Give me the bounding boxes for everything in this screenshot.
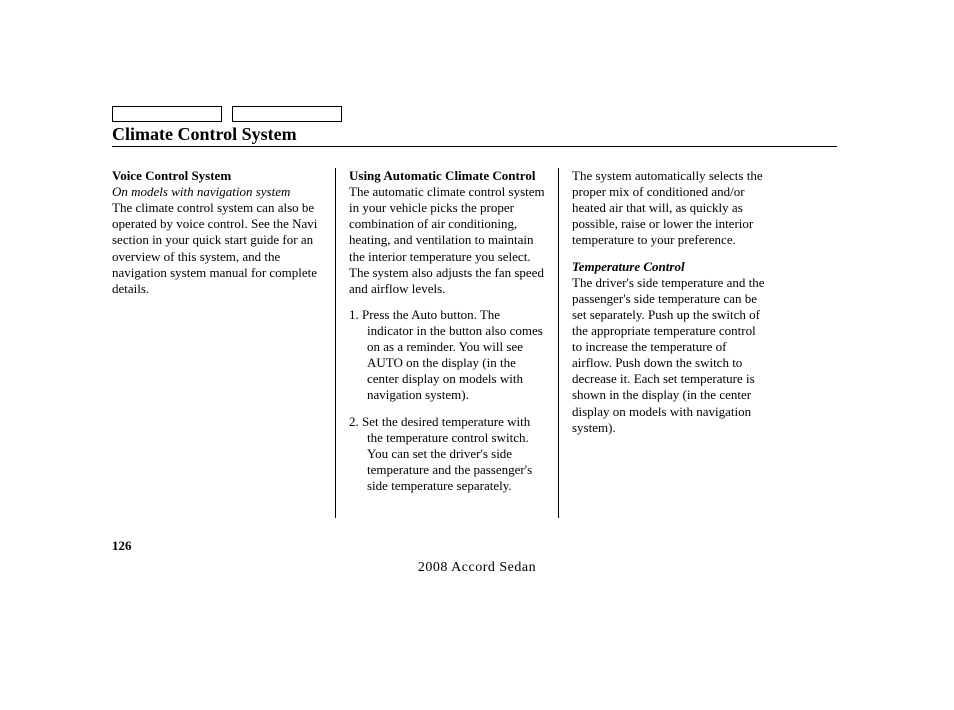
col1-note: On models with navigation system [112, 184, 290, 199]
content-columns: Voice Control System On models with navi… [112, 168, 837, 518]
title-rule [112, 146, 837, 147]
page-title: Climate Control System [112, 124, 297, 145]
column-2: Using Automatic Climate Control The auto… [335, 168, 558, 518]
column-1: Voice Control System On models with navi… [112, 168, 335, 518]
col2-step-1: Press the Auto button. The indicator in … [349, 307, 545, 404]
header-tabs [112, 106, 342, 122]
col2-steps: Press the Auto button. The indicator in … [349, 307, 545, 494]
col2-heading: Using Automatic Climate Control [349, 168, 535, 183]
col2-intro: The automatic climate control system in … [349, 184, 545, 296]
page-number: 126 [112, 538, 132, 554]
col2-step-2: Set the desired temperature with the tem… [349, 414, 545, 495]
footer-text: 2008 Accord Sedan [0, 560, 954, 576]
col1-heading: Voice Control System [112, 168, 231, 183]
col1-body: The climate control system can also be o… [112, 200, 317, 296]
column-3: The system automatically selects the pro… [558, 168, 781, 518]
tab-box-1 [112, 106, 222, 122]
tab-box-2 [232, 106, 342, 122]
col3-body: The driver's side temperature and the pa… [572, 275, 765, 435]
col3-subheading: Temperature Control [572, 259, 685, 274]
col3-top: The system automatically selects the pro… [572, 168, 768, 249]
manual-page: Climate Control System Voice Control Sys… [0, 0, 954, 710]
